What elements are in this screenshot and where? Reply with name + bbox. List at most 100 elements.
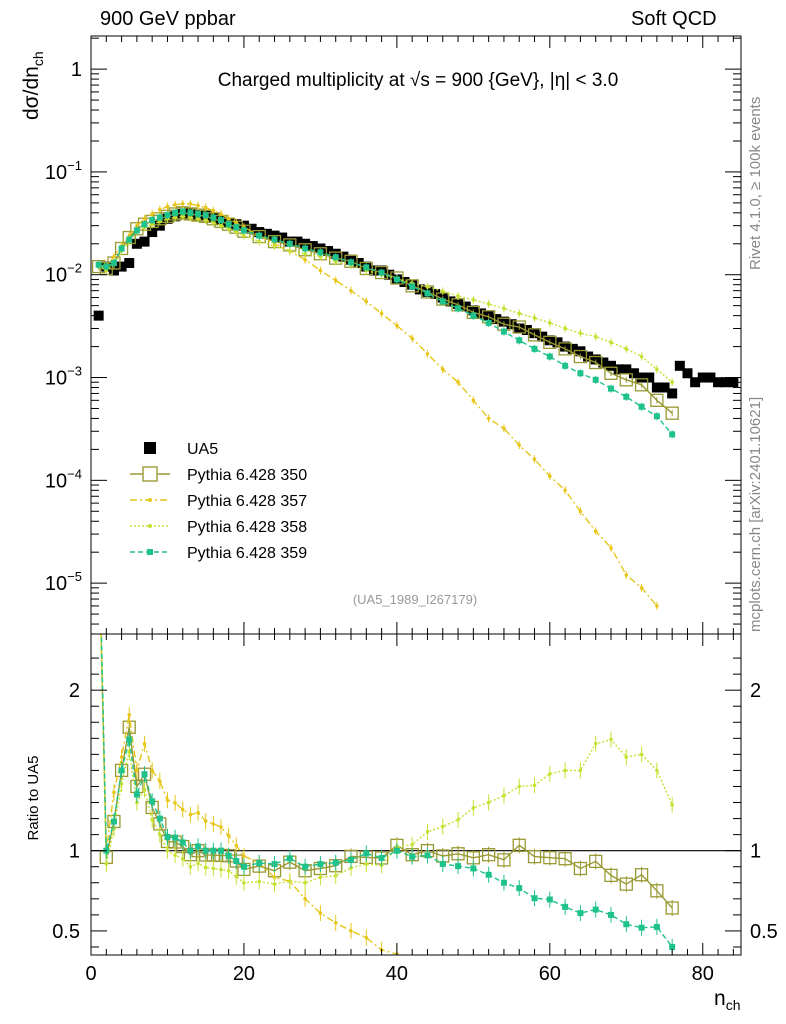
x-tick-label: 20	[233, 963, 255, 985]
series-3-marker	[425, 285, 430, 289]
ratio-series-3-marker	[502, 793, 506, 798]
series-2-marker	[395, 323, 399, 328]
x-axis-label: nch	[714, 987, 740, 1013]
ratio-series-3-marker	[578, 768, 583, 773]
header-right: Soft QCD	[631, 8, 717, 30]
y-tick-label: 10−3	[45, 364, 82, 390]
ratio-series-3-marker	[624, 755, 629, 759]
ratio-series-1-marker	[604, 868, 618, 883]
series-3-marker	[257, 239, 262, 244]
ratio-series-2-marker	[119, 755, 124, 759]
ratio-series-2-marker	[655, 1008, 659, 1012]
series-3-marker	[639, 354, 644, 359]
series-2-marker	[203, 205, 208, 210]
ratio-series-2-marker	[563, 1003, 567, 1007]
series-2-marker	[158, 207, 162, 212]
y-tick-label: 10−2	[45, 261, 82, 287]
series-1-marker	[543, 335, 557, 349]
legend-label: Pythia 6.428 357	[187, 493, 307, 510]
ratio-series-3-marker	[180, 857, 185, 861]
ratio-series-2-marker	[548, 1002, 552, 1006]
ua5-point	[323, 246, 334, 257]
ratio-tick-label-right: 0.5	[750, 921, 778, 943]
ratio-series-2-marker	[609, 1007, 613, 1011]
y-tick-label: 10−1	[45, 158, 82, 184]
ua5-point	[460, 301, 471, 312]
series-4-marker	[202, 212, 209, 219]
ua5-point	[659, 382, 670, 393]
ratio-series-4-marker	[669, 943, 676, 950]
reference-label: (UA5_1989_I267179)	[353, 592, 477, 607]
y-axis-label: dσ/dnch	[20, 51, 46, 120]
ua5-point	[277, 232, 288, 243]
x-tick-label: 40	[386, 963, 408, 985]
ratio-series-4-marker	[195, 843, 202, 850]
ratio-series-2-marker	[640, 1008, 644, 1012]
series-3-marker	[502, 306, 506, 311]
series-3-marker	[593, 334, 598, 339]
ratio-series-4-marker	[187, 847, 194, 854]
legend-marker-359	[147, 549, 153, 555]
series-2-marker	[303, 257, 307, 262]
ratio-series-4-marker	[164, 833, 171, 840]
series-4-marker	[638, 403, 645, 410]
ua5-point	[537, 331, 548, 342]
series-3-marker	[203, 218, 208, 222]
series-3-marker	[655, 367, 659, 372]
series-4-marker	[126, 236, 133, 243]
ua5-point	[292, 236, 303, 247]
series-3-marker	[548, 321, 552, 325]
ratio-series-3-marker	[609, 737, 613, 742]
x-tick-label: 60	[539, 963, 561, 985]
series-3-marker	[471, 298, 476, 302]
ratio-series-2-marker	[533, 1000, 537, 1004]
series-4-marker	[141, 221, 148, 228]
ratio-series-4-marker	[133, 791, 140, 798]
ratio-series-1-marker	[527, 849, 542, 864]
header-left: 900 GeV ppbar	[100, 8, 236, 30]
ratio-series-2-marker	[349, 929, 353, 933]
series-3-marker	[333, 259, 338, 264]
series-2-marker	[517, 443, 522, 447]
ratio-series-2-marker	[97, 528, 101, 532]
ratio-tick-label-right: 1	[750, 841, 761, 863]
ratio-series-2-marker	[410, 961, 414, 965]
series-2-marker	[142, 216, 147, 221]
series-3-marker	[609, 340, 613, 345]
series-3-marker	[188, 215, 193, 220]
series-4-marker	[225, 221, 232, 228]
ratio-series-1-marker	[619, 877, 633, 891]
ua5-point	[583, 351, 594, 362]
ua5-point	[606, 360, 616, 371]
ratio-series-2-marker	[472, 988, 476, 992]
ratio-series-4-marker	[149, 798, 156, 805]
ratio-series-2-marker	[112, 790, 116, 795]
ratio-series-2-marker	[517, 998, 521, 1002]
series-3-marker	[440, 289, 445, 294]
ratio-series-2-marker	[456, 982, 460, 986]
ua5-point	[621, 364, 632, 375]
ua5-point	[147, 227, 158, 238]
ratio-series-2-marker	[670, 1009, 674, 1013]
ua5-point	[261, 228, 272, 239]
plot-frames	[90, 35, 742, 956]
ratio-series-4-marker	[156, 815, 163, 822]
series-2-marker	[471, 398, 476, 403]
ua5-point	[338, 251, 349, 262]
series-3-marker	[318, 254, 323, 259]
ratio-series-2-marker	[234, 843, 239, 848]
ua5-point	[644, 372, 655, 383]
series-2-marker	[379, 311, 384, 316]
ratio-series-2-marker	[242, 854, 246, 858]
ua5-point	[430, 288, 441, 299]
ratio-series-2-marker	[226, 833, 231, 838]
ratio-series-1-marker	[589, 854, 603, 869]
ratio-series-4-marker	[500, 879, 507, 886]
ratio-series-3-marker	[234, 874, 239, 879]
ratio-series-4-marker	[470, 865, 477, 872]
legend-label: Pythia 6.428 359	[187, 545, 307, 562]
series-3-marker	[578, 331, 583, 335]
series-3-marker	[272, 244, 277, 248]
ratio-series-4-marker	[110, 818, 117, 825]
ua5-point	[521, 324, 532, 335]
